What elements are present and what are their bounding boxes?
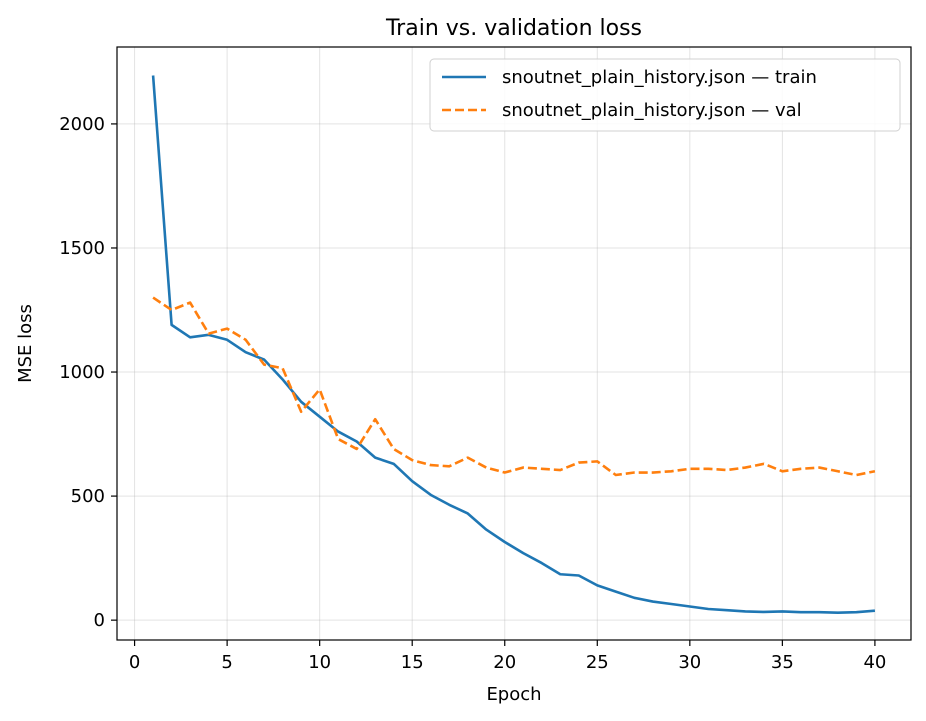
axis-ticks: 0 5 10 15 20 25 30 35 40 0 500 1000 1500 2000 [59, 114, 886, 673]
x-axis-title: Epoch [486, 684, 541, 705]
series-line-val [152, 296, 876, 477]
x-tick-label: 30 [678, 652, 701, 673]
x-tick-label: 20 [493, 652, 516, 673]
y-tick-label: 1500 [59, 238, 105, 259]
y-tick-label: 500 [71, 486, 105, 507]
legend-label: snoutnet_plain_history.json — val [502, 100, 802, 121]
grid-lines [117, 47, 911, 640]
plot-area-frame [116, 46, 912, 641]
y-tick-label: 0 [94, 610, 105, 631]
series-lines [151, 75, 876, 615]
x-tick-label: 40 [863, 652, 886, 673]
chart-title: Train vs. validation loss [385, 16, 642, 41]
x-tick-label: 35 [771, 652, 794, 673]
y-axis-title: MSE loss [15, 304, 36, 383]
legend-box [429, 58, 901, 132]
y-tick-label: 1000 [59, 362, 105, 383]
series-line-train [151, 75, 876, 615]
x-tick-label: 15 [401, 652, 424, 673]
x-tick-label: 0 [129, 652, 140, 673]
legend-label: snoutnet_plain_history.json — train [502, 67, 817, 88]
x-tick-label: 5 [221, 652, 232, 673]
y-tick-label: 2000 [59, 114, 105, 135]
legend: snoutnet_plain_history.json — train snout… [429, 58, 901, 132]
x-tick-label: 10 [308, 652, 331, 673]
x-tick-label: 25 [586, 652, 609, 673]
